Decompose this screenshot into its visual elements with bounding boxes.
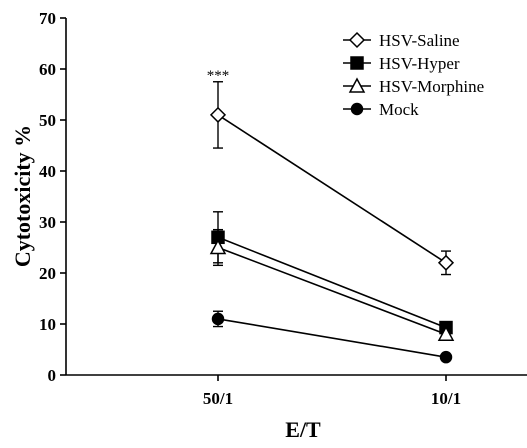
data-point: [209, 106, 227, 123]
legend-item-hsv-morphine: HSV-Morphine: [343, 77, 484, 96]
data-point: [209, 238, 227, 255]
legend-label: HSV-Saline: [379, 31, 460, 50]
y-axis-title: Cytotoxicity %: [10, 125, 35, 267]
series-line: [217, 318, 447, 358]
y-tick-label: 40: [39, 162, 56, 181]
significance-annotation: ***: [207, 68, 230, 84]
series-layer: [209, 81, 455, 364]
legend-marker: [350, 56, 364, 70]
y-tick-label: 50: [39, 111, 56, 130]
y-tick-label: 70: [39, 9, 56, 28]
y-tick-label: 20: [39, 264, 56, 283]
x-axis-title: E/T: [285, 417, 321, 442]
y-axis-ticks: 0 10 20 30 40 50 60 70: [39, 9, 66, 385]
data-point: [437, 325, 455, 341]
series-hsv-saline: [209, 81, 455, 276]
y-tick-label: 60: [39, 60, 56, 79]
legend-marker: [350, 102, 364, 116]
x-axis-ticks: 50/1 10/1: [203, 375, 461, 408]
series-line: [217, 246, 447, 335]
data-point: [439, 350, 453, 364]
legend-item-mock: Mock: [343, 100, 419, 119]
y-tick-label: 30: [39, 213, 56, 232]
legend-label: HSV-Morphine: [379, 77, 484, 96]
series-mock: [211, 310, 453, 364]
series-hsv-morphine: [209, 228, 455, 341]
legend: HSV-Saline HSV-Hyper HSV-Morphine Mock: [343, 31, 484, 119]
data-point: [437, 254, 455, 271]
y-tick-label: 0: [48, 366, 57, 385]
annotation-layer: ***: [207, 68, 230, 84]
series-line: [217, 236, 447, 329]
legend-marker: [348, 31, 366, 49]
legend-label: HSV-Hyper: [379, 54, 460, 73]
axes: [65, 18, 527, 376]
y-tick-label: 10: [39, 315, 56, 334]
data-point: [211, 312, 225, 326]
legend-label: Mock: [379, 100, 419, 119]
x-tick-label: 10/1: [431, 389, 461, 408]
legend-item-hsv-hyper: HSV-Hyper: [343, 54, 460, 73]
series-line: [217, 114, 447, 264]
legend-marker: [348, 77, 366, 93]
x-tick-label: 50/1: [203, 389, 233, 408]
legend-item-hsv-saline: HSV-Saline: [343, 31, 460, 50]
series-hsv-hyper: [211, 211, 453, 335]
